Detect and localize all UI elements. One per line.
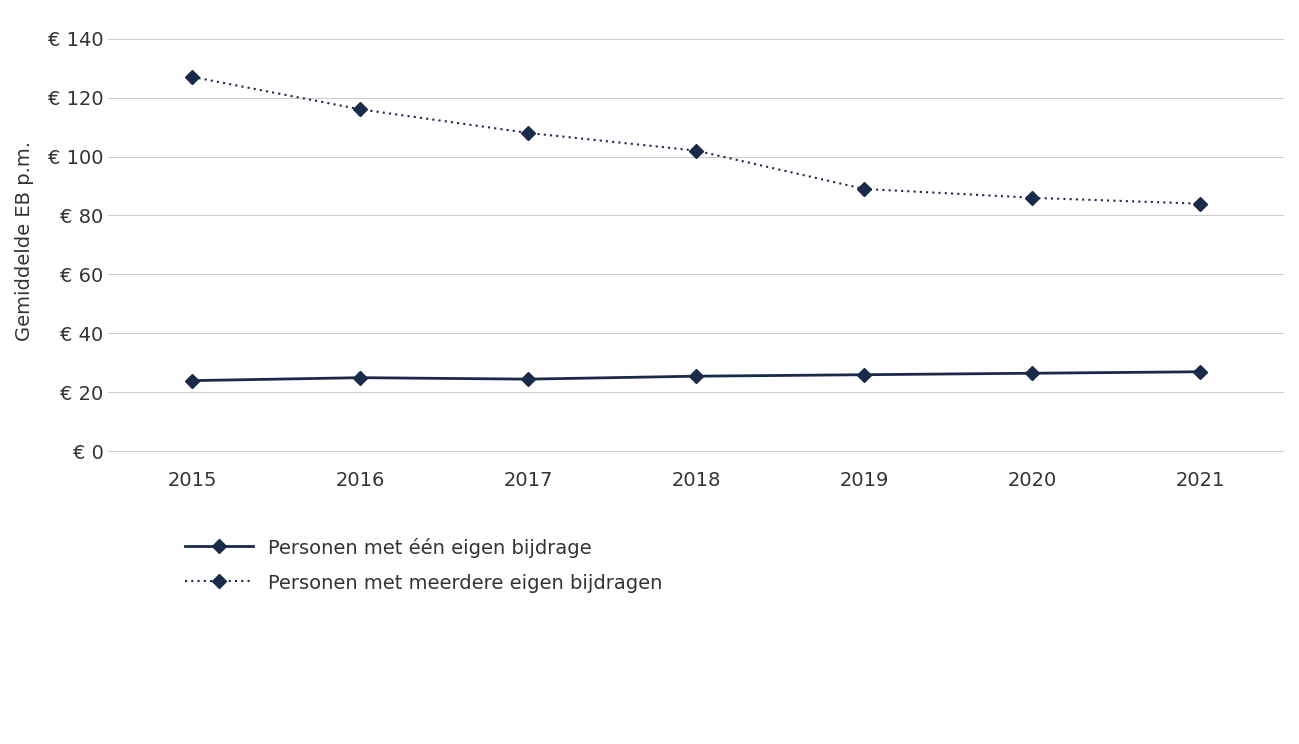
Legend: Personen met één eigen bijdrage, Personen met meerdere eigen bijdragen: Personen met één eigen bijdrage, Persone… [177, 530, 670, 600]
Y-axis label: Gemiddelde EB p.m.: Gemiddelde EB p.m. [16, 141, 34, 341]
